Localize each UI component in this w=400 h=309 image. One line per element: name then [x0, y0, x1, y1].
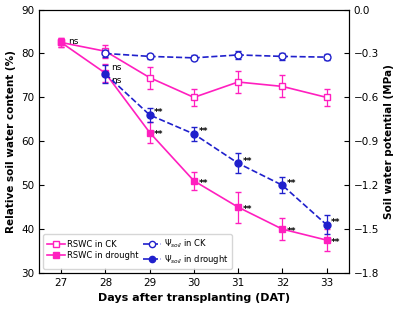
- Text: ns: ns: [111, 76, 121, 85]
- Text: **: **: [242, 157, 252, 166]
- Text: **: **: [198, 127, 208, 136]
- Y-axis label: Soil water potential (MPa): Soil water potential (MPa): [384, 64, 394, 219]
- Text: ns: ns: [111, 63, 121, 72]
- Legend: RSWC in CK, RSWC in drought, $\Psi_{soil}$ in CK, $\Psi_{soil}$ in drought: RSWC in CK, RSWC in drought, $\Psi_{soil…: [43, 234, 232, 269]
- Text: **: **: [242, 205, 252, 214]
- Text: **: **: [287, 179, 296, 188]
- Y-axis label: Relative soil water content (%): Relative soil water content (%): [6, 50, 16, 233]
- Text: **: **: [287, 227, 296, 236]
- Text: **: **: [198, 179, 208, 188]
- Text: **: **: [331, 218, 340, 227]
- Text: **: **: [154, 108, 164, 117]
- Text: **: **: [331, 238, 340, 247]
- X-axis label: Days after transplanting (DAT): Days after transplanting (DAT): [98, 294, 290, 303]
- Text: ns: ns: [68, 37, 78, 46]
- Text: **: **: [154, 130, 164, 139]
